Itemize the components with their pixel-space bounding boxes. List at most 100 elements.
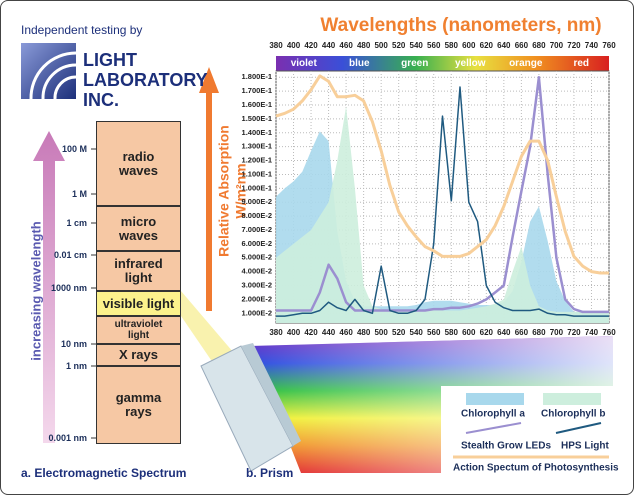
scale-label: 1000 nm bbox=[50, 283, 87, 293]
y-tick-label: 6.000E-2 bbox=[242, 239, 272, 248]
wavelength-arrow bbox=[33, 131, 65, 443]
em-band: ultraviolet light bbox=[96, 316, 181, 344]
legend-swatch bbox=[466, 393, 524, 405]
em-band: micro waves bbox=[96, 206, 181, 251]
x-tick-label: 760 bbox=[602, 41, 616, 50]
legend-label: Chlorophyll b bbox=[541, 409, 605, 420]
logo-arcs bbox=[29, 51, 77, 100]
legend-swatch bbox=[555, 422, 602, 434]
band-label: orange bbox=[509, 58, 543, 69]
x-tick-label: 400 bbox=[287, 41, 301, 50]
x-tick-label: 540 bbox=[410, 328, 424, 337]
band-label: violet bbox=[291, 58, 318, 69]
scale-label: 100 M bbox=[61, 144, 87, 154]
x-tick-label: 620 bbox=[480, 328, 494, 337]
y-tick-label: 1.500E-1 bbox=[242, 114, 272, 123]
y-tick-label: 4.000E-2 bbox=[242, 267, 272, 276]
x-tick-label: 440 bbox=[322, 41, 336, 50]
tagline: Independent testing by bbox=[21, 23, 142, 37]
x-tick-label: 440 bbox=[322, 328, 336, 337]
line bbox=[276, 75, 609, 314]
x-tick-label: 420 bbox=[304, 328, 318, 337]
x-tick-label: 600 bbox=[462, 328, 476, 337]
y-tick-label: 5.000E-2 bbox=[242, 253, 272, 262]
x-tick-label: 580 bbox=[445, 41, 459, 50]
logo-icon bbox=[21, 43, 76, 99]
em-band: infrared light bbox=[96, 251, 181, 291]
y-tick-label: 1.000E-1 bbox=[242, 183, 272, 192]
y-axis-label: Relative Absorption bbox=[216, 125, 232, 257]
y-tick-label: 3.000E-2 bbox=[242, 280, 272, 289]
legend-swatch bbox=[465, 422, 522, 434]
logo-text: INC. bbox=[83, 90, 119, 110]
scale-label: 1 cm bbox=[66, 218, 87, 228]
band-label: blue bbox=[349, 58, 370, 69]
x-tick-label: 480 bbox=[357, 41, 371, 50]
x-tick-label: 700 bbox=[550, 328, 564, 337]
x-tick-label: 540 bbox=[410, 41, 424, 50]
em-band: visible light bbox=[96, 291, 181, 316]
x-tick-label: 660 bbox=[515, 328, 529, 337]
x-tick-label: 660 bbox=[515, 41, 529, 50]
y-tick-label: 1.300E-1 bbox=[242, 142, 272, 151]
x-tick-label: 420 bbox=[304, 41, 318, 50]
x-tick-label: 640 bbox=[497, 328, 511, 337]
x-tick-label: 500 bbox=[374, 41, 388, 50]
scale-label: 0.001 nm bbox=[48, 433, 87, 443]
prism-edge bbox=[241, 343, 301, 446]
x-tick-label: 480 bbox=[357, 328, 371, 337]
legend-label: Stealth Grow LEDs bbox=[461, 441, 551, 452]
logo-text: LIGHT bbox=[83, 50, 137, 70]
band-label: yellow bbox=[455, 58, 486, 69]
x-tick-label: 380 bbox=[269, 41, 283, 50]
y-tick-label: 1.100E-1 bbox=[242, 169, 272, 178]
legend-swatch bbox=[543, 393, 601, 405]
x-tick-label: 560 bbox=[427, 328, 441, 337]
absorption-arrow bbox=[199, 67, 219, 311]
y-tick-label: 7.000E-2 bbox=[242, 225, 272, 234]
logo-text: LABORATORY bbox=[83, 70, 208, 90]
color-bar bbox=[276, 56, 609, 71]
legend-label: Action Spectum of Photosynthesis bbox=[453, 463, 619, 474]
scale-label: 1 M bbox=[71, 189, 87, 199]
x-tick-label: 600 bbox=[462, 41, 476, 50]
x-tick-label: 400 bbox=[287, 328, 301, 337]
x-tick-label: 520 bbox=[392, 328, 406, 337]
line bbox=[275, 74, 609, 275]
x-tick-label: 620 bbox=[480, 41, 494, 50]
axis-label: increasing wavelength bbox=[28, 221, 43, 360]
band-label: green bbox=[401, 58, 428, 69]
x-tick-label: 740 bbox=[585, 41, 599, 50]
x-tick-label: 580 bbox=[445, 328, 459, 337]
x-tick-label: 640 bbox=[497, 41, 511, 50]
y-tick-label: 1.400E-1 bbox=[242, 128, 272, 137]
x-tick-label: 700 bbox=[550, 41, 564, 50]
caption: a. Electromagnetic Spectrum bbox=[21, 466, 186, 480]
x-tick-label: 560 bbox=[427, 41, 441, 50]
em-band: radio waves bbox=[96, 121, 181, 206]
y-tick-label: 1.700E-1 bbox=[242, 86, 272, 95]
legend-label: Chlorophyll a bbox=[461, 409, 525, 420]
x-tick-label: 760 bbox=[602, 328, 616, 337]
scale-label: 0.01 cm bbox=[53, 250, 87, 260]
x-tick-label: 460 bbox=[339, 328, 353, 337]
x-tick-label: 680 bbox=[532, 328, 546, 337]
y-tick-label: 1.200E-1 bbox=[242, 156, 272, 165]
y-tick-label: 8.000E-2 bbox=[242, 211, 272, 220]
em-band: gamma rays bbox=[96, 366, 181, 444]
caption: b. Prism bbox=[246, 466, 293, 480]
band-label: red bbox=[573, 58, 589, 69]
x-tick-label: 520 bbox=[392, 41, 406, 50]
x-tick-label: 460 bbox=[339, 41, 353, 50]
y-tick-label: 1.600E-1 bbox=[242, 100, 272, 109]
legend-label: HPS Light bbox=[561, 441, 609, 452]
x-tick-label: 720 bbox=[567, 328, 581, 337]
y-tick-label: 2.000E-2 bbox=[242, 294, 272, 303]
line bbox=[276, 86, 609, 317]
area bbox=[276, 106, 609, 324]
chart-title: Wavelengths (nanometers, nm) bbox=[320, 15, 601, 36]
scale-label: 10 nm bbox=[60, 339, 87, 349]
x-tick-label: 500 bbox=[374, 328, 388, 337]
